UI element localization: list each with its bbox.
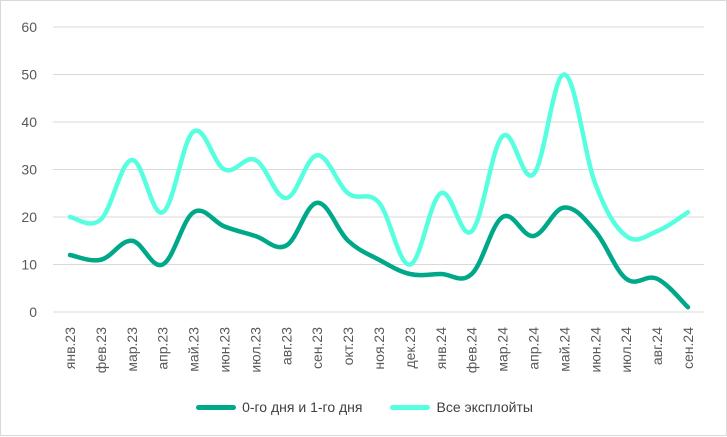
x-tick-label: дек.23 [402,327,418,369]
x-tick-label: ноя.23 [371,327,387,370]
x-tick-label: апр.24 [526,327,542,370]
legend-item-zero-day: 0-го дня и 1-го дня [196,399,362,415]
y-tick-label: 60 [21,19,37,35]
x-tick-label: май.24 [556,327,572,372]
x-tick-label: окт.23 [340,327,356,366]
x-tick-label: янв.24 [433,327,449,369]
x-tick-label: сен.23 [309,327,325,369]
legend: 0-го дня и 1-го дня Все эксплойты [1,399,727,415]
y-tick-label: 50 [21,67,37,83]
legend-label: 0-го дня и 1-го дня [242,399,362,415]
legend-swatch [196,405,236,410]
y-tick-label: 0 [29,304,37,320]
x-tick-label: июн.24 [587,327,603,373]
y-tick-label: 10 [21,257,37,273]
x-tick-label: апр.23 [155,327,171,370]
x-tick-label: июн.23 [217,327,233,373]
legend-swatch [390,405,430,410]
y-tick-label: 30 [21,162,37,178]
x-tick-label: мар.23 [124,327,140,372]
x-tick-label: фев.23 [93,327,109,373]
x-tick-label: мар.24 [495,327,511,372]
x-tick-label: июл.24 [618,327,634,373]
y-tick-label: 20 [21,209,37,225]
x-tick-label: авг.23 [278,327,294,365]
x-tick-label: сен.24 [680,327,696,369]
x-tick-label: май.23 [186,327,202,372]
x-tick-label: июл.23 [247,327,263,373]
legend-item-all: Все эксплойты [390,399,532,415]
x-tick-label: янв.23 [62,327,78,369]
legend-label: Все эксплойты [436,399,532,415]
x-tick-label: авг.24 [649,327,665,365]
series-line-zero-day [70,203,688,308]
y-tick-label: 40 [21,114,37,130]
x-tick-label: фев.24 [464,327,480,373]
